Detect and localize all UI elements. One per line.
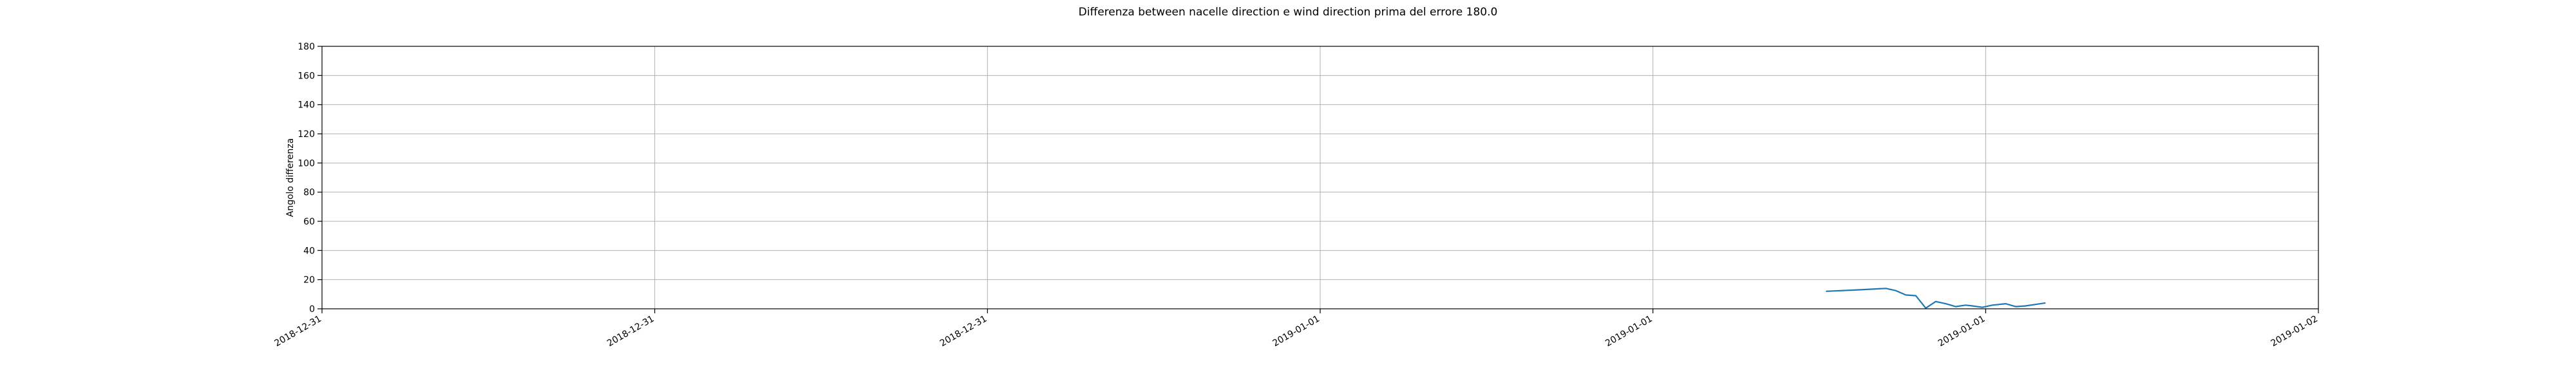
- y-tick-label: 80: [303, 188, 315, 198]
- y-tick-label: 60: [303, 217, 315, 227]
- y-tick-label: 20: [303, 275, 315, 286]
- y-axis-label: Angolo differenza: [285, 138, 296, 217]
- y-tick-label: 160: [298, 71, 315, 81]
- y-tick-label: 120: [298, 129, 315, 140]
- y-tick-label: 180: [298, 42, 315, 52]
- y-tick-label: 100: [298, 158, 315, 169]
- y-axis: 0 20 40 60 80 100 120 140 160 180: [298, 42, 322, 315]
- y-tick-label: 0: [309, 304, 315, 315]
- y-tick-label: 140: [298, 100, 315, 111]
- data-series: [1826, 288, 2046, 309]
- series-line: [1826, 288, 2046, 309]
- y-tick-label: 40: [303, 246, 315, 256]
- chart-title: Differenza between nacelle direction e w…: [1079, 6, 1498, 19]
